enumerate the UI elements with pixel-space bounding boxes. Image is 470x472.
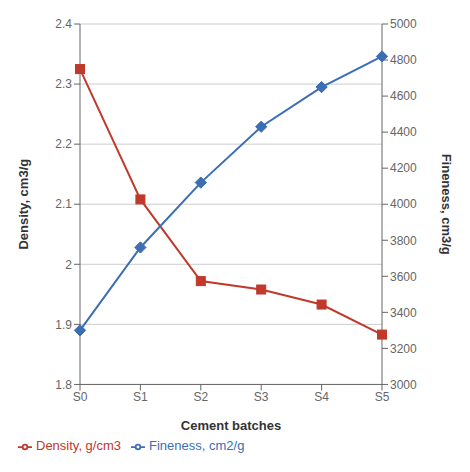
svg-text:S5: S5 bbox=[375, 390, 390, 404]
svg-text:3200: 3200 bbox=[390, 342, 417, 356]
svg-text:3000: 3000 bbox=[390, 378, 417, 392]
svg-text:2.2: 2.2 bbox=[55, 137, 72, 151]
html-text:Fineness, cm2/g: Fineness, cm2/g bbox=[149, 438, 245, 454]
html-text:Density, g/cm3: Density, g/cm3 bbox=[36, 438, 121, 454]
svg-text:2.1: 2.1 bbox=[55, 197, 72, 211]
svg-text:S4: S4 bbox=[314, 390, 329, 404]
svg-text:S2: S2 bbox=[193, 390, 208, 404]
svg-text:3400: 3400 bbox=[390, 306, 417, 320]
svg-text:5000: 5000 bbox=[390, 17, 417, 31]
svg-text:S1: S1 bbox=[133, 390, 148, 404]
svg-text:Density, cm3/g: Density, cm3/g bbox=[16, 159, 31, 250]
svg-text:4000: 4000 bbox=[390, 197, 417, 211]
svg-text:4800: 4800 bbox=[390, 53, 417, 67]
svg-text:2.4: 2.4 bbox=[55, 17, 72, 31]
svg-text:S3: S3 bbox=[254, 390, 269, 404]
svg-text:1.8: 1.8 bbox=[55, 378, 72, 392]
svg-text:Fineness, cm3/g: Fineness, cm3/g bbox=[439, 154, 454, 255]
svg-text:3600: 3600 bbox=[390, 270, 417, 284]
svg-text:2: 2 bbox=[65, 258, 72, 272]
svg-text:4400: 4400 bbox=[390, 125, 417, 139]
svg-text:4600: 4600 bbox=[390, 89, 417, 103]
svg-text:4200: 4200 bbox=[390, 161, 417, 175]
svg-text:3800: 3800 bbox=[390, 234, 417, 248]
svg-text:S0: S0 bbox=[73, 390, 88, 404]
svg-text:Cement batches: Cement batches bbox=[181, 418, 281, 433]
svg-text:1.9: 1.9 bbox=[55, 318, 72, 332]
svg-text:2.3: 2.3 bbox=[55, 77, 72, 91]
